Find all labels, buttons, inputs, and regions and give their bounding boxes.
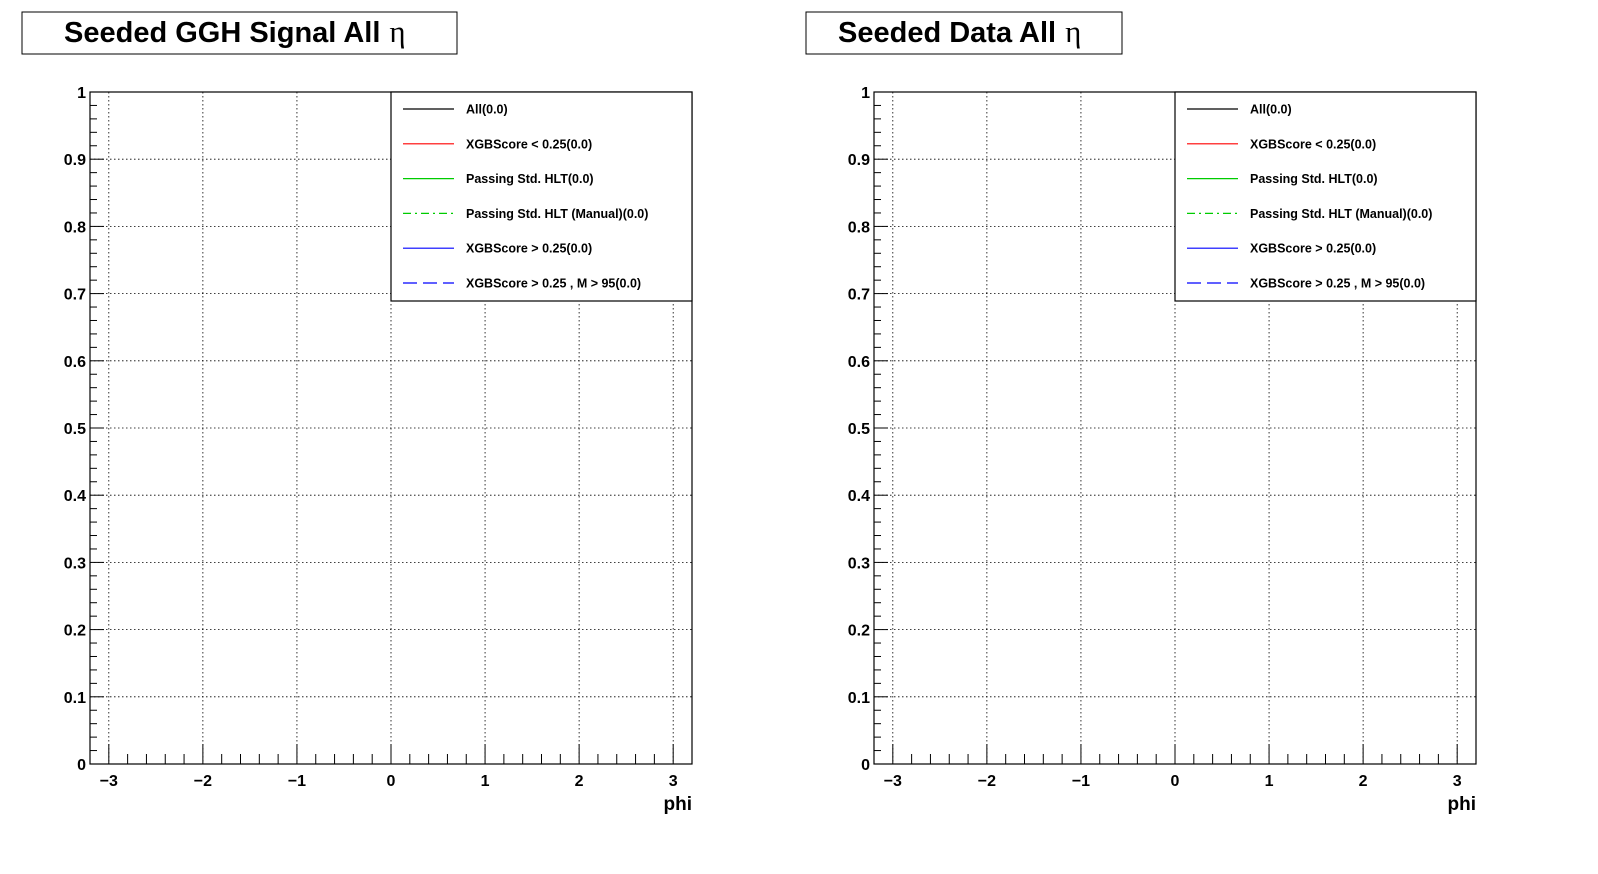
eta-symbol: η: [1065, 14, 1081, 49]
legend-label: XGBScore < 0.25(0.0): [1250, 137, 1376, 151]
x-tick-label: −1: [1072, 773, 1090, 790]
x-tick-label: 2: [575, 773, 584, 790]
y-tick-label: 0.7: [848, 287, 870, 304]
panel-title: Seeded GGH Signal All η: [64, 14, 406, 49]
y-tick-label: 0.6: [848, 354, 870, 371]
title-box: [805, 11, 1123, 55]
y-tick-label: 0.3: [64, 555, 86, 572]
x-tick-label: −3: [100, 773, 118, 790]
legend-label: XGBScore < 0.25(0.0): [466, 137, 592, 151]
legend-label: XGBScore > 0.25 , M > 95(0.0): [466, 277, 641, 291]
legend-box: [390, 91, 693, 302]
y-tick-label: 0.7: [64, 287, 86, 304]
legend-label: Passing Std. HLT(0.0): [466, 172, 594, 186]
panel-title: Seeded Data All η: [838, 14, 1081, 49]
panel-left: Seeded GGH Signal All η 00.10.20.30.40.50…: [21, 11, 693, 815]
y-tick-label: 0.1: [64, 690, 86, 707]
y-tick-label: 1: [861, 85, 870, 102]
y-tick-label: 0.3: [848, 555, 870, 572]
y-tick-label: 0.6: [64, 354, 86, 371]
y-tick-label: 0.2: [64, 623, 86, 640]
title-box: [21, 11, 458, 55]
y-tick-label: 0: [861, 757, 870, 774]
y-tick-label: 0.4: [848, 488, 870, 505]
x-tick-label: 2: [1359, 773, 1368, 790]
legend-label: All(0.0): [1250, 103, 1292, 117]
x-tick-label: −3: [884, 773, 902, 790]
y-tick-label: 0.5: [64, 421, 86, 438]
y-tick-label: 0.8: [64, 219, 86, 236]
plot-area: 0 0.1 0.2 0.3 0.4 0.5 0.6 0.7 0.8 0.9 1 −3 −2 −1 0 1 2 3 p…: [848, 85, 1477, 815]
legend-label: All(0.0): [466, 103, 508, 117]
legend-label: XGBScore > 0.25(0.0): [466, 242, 592, 256]
y-tick-label: 0.9: [64, 152, 86, 169]
x-tick-label: −2: [978, 773, 996, 790]
x-tick-label: 1: [1265, 773, 1274, 790]
x-axis-title: phi: [664, 794, 693, 815]
y-tick-label: 0: [77, 757, 86, 774]
y-tick-label: 0.1: [848, 690, 870, 707]
legend-label: Passing Std. HLT (Manual)(0.0): [1250, 207, 1432, 221]
legend-label: Passing Std. HLT(0.0): [1250, 172, 1378, 186]
y-tick-label: 0.9: [848, 152, 870, 169]
legend-label: Passing Std. HLT (Manual)(0.0): [466, 207, 648, 221]
y-tick-label: 1: [77, 85, 86, 102]
y-tick-label: 0.4: [64, 488, 86, 505]
legend-label: XGBScore > 0.25(0.0): [1250, 242, 1376, 256]
x-tick-label: 3: [669, 773, 678, 790]
y-tick-label: 0.5: [848, 421, 870, 438]
x-axis-title: phi: [1448, 794, 1477, 815]
legend-label: XGBScore > 0.25 , M > 95(0.0): [1250, 277, 1425, 291]
x-tick-label: 3: [1453, 773, 1462, 790]
x-tick-label: 0: [1171, 773, 1180, 790]
x-tick-label: −2: [194, 773, 212, 790]
plot-area: 0 0.1 0.2 0.3 0.4 0.5 0.6 0.7 0.8 0.9 1 −3 −2 −1 0 1 2 3 p…: [64, 85, 693, 815]
x-tick-label: 1: [481, 773, 490, 790]
x-tick-label: −1: [288, 773, 306, 790]
y-tick-label: 0.2: [848, 623, 870, 640]
eta-symbol: η: [389, 14, 405, 49]
legend-box: [1174, 91, 1477, 302]
x-tick-label: 0: [387, 773, 396, 790]
y-tick-label: 0.8: [848, 219, 870, 236]
panel-right: Seeded Data All η 00.10.20.30.40.50.60.70…: [805, 11, 1477, 815]
